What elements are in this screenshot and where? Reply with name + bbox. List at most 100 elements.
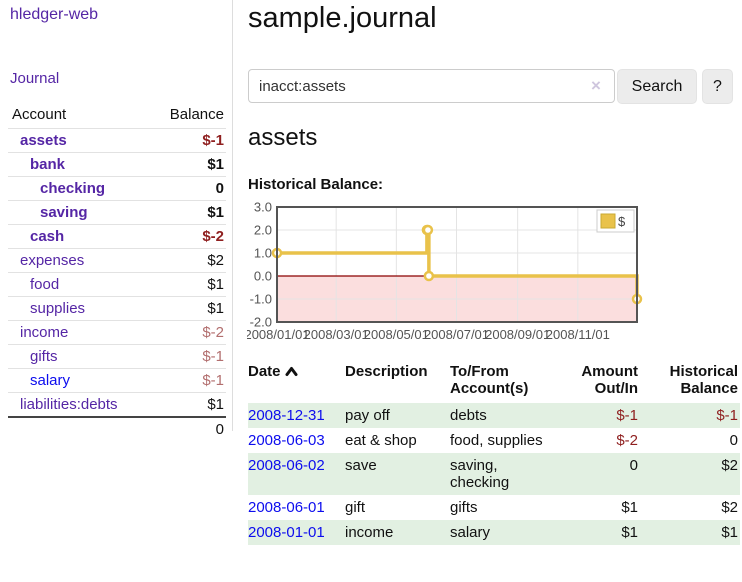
y-axis-tick-label: 0.0	[254, 269, 272, 284]
clear-search-icon[interactable]: ×	[591, 76, 601, 95]
search-form: × Search ?	[247, 69, 742, 104]
x-axis-tick-label: 2008/09/01	[485, 327, 550, 342]
app-title-link[interactable]: hledger-web	[10, 6, 99, 23]
accounts-header-account: Account	[12, 106, 67, 123]
transaction-balance: 0	[729, 432, 738, 449]
legend-swatch	[600, 213, 616, 229]
chart-title: Historical Balance:	[248, 176, 384, 193]
account-link-bank[interactable]: bank	[30, 156, 66, 173]
register-row[interactable]: 2008-06-03 eat & shop food, supplies $-2…	[248, 428, 740, 453]
register-header-row: Date Description To/From Account(s) Amou…	[248, 361, 740, 403]
account-link-cash[interactable]: cash	[30, 228, 65, 245]
account-link-expenses[interactable]: expenses	[20, 252, 85, 269]
register-row[interactable]: 2008-01-01 income salary $1 $1	[248, 520, 740, 545]
register-header-date[interactable]: Date	[248, 361, 345, 403]
transaction-balance: $2	[646, 453, 740, 495]
x-axis-tick-label: 2008/11/01	[546, 327, 610, 342]
x-axis-tick-label: 2008/03/01	[304, 327, 369, 342]
transaction-amount: $1	[566, 520, 646, 545]
account-balance-salary: $-1	[149, 368, 226, 393]
register-row[interactable]: 2008-12-31 pay off debts $-1 $-1	[248, 403, 740, 428]
account-row-checking: checking 0	[8, 176, 226, 201]
accounts-header-row: Account Balance	[8, 103, 226, 129]
data-point-marker	[422, 224, 434, 236]
account-link-income[interactable]: income	[20, 324, 69, 341]
accounts-total: 0	[149, 416, 226, 441]
account-balance-gifts: $-1	[149, 344, 226, 369]
account-link-checking[interactable]: checking	[40, 180, 106, 197]
transaction-date-link[interactable]: 2008-01-01	[248, 524, 325, 541]
register-table: Date Description To/From Account(s) Amou…	[248, 361, 740, 545]
account-link-saving[interactable]: saving	[40, 204, 88, 221]
register-header-accounts: To/From Account(s)	[450, 363, 529, 397]
account-row-saving: saving $1	[8, 200, 226, 225]
help-button[interactable]: ?	[702, 69, 733, 104]
transaction-date-link[interactable]: 2008-06-03	[248, 432, 325, 449]
transaction-amount: $-1	[566, 403, 646, 428]
account-balance-assets: $-1	[149, 128, 226, 153]
account-link-salary[interactable]: salary	[30, 372, 71, 389]
account-balance-bank: $1	[149, 152, 226, 177]
search-button[interactable]: Search	[617, 69, 697, 104]
account-balance-expenses: $2	[149, 248, 226, 273]
account-row-liabilities-debts: liabilities:debts $1	[8, 392, 226, 417]
register-header-description: Description	[345, 363, 428, 380]
transaction-accounts: debts	[450, 403, 566, 428]
register-header-balance: Historical Balance	[669, 363, 738, 397]
legend-label: $	[618, 214, 626, 229]
transaction-amount: $-2	[616, 432, 638, 449]
search-input[interactable]	[248, 69, 615, 103]
transaction-balance: $1	[646, 520, 740, 545]
plot-border	[276, 206, 638, 323]
account-balance-food: $1	[149, 272, 226, 297]
account-link-food[interactable]: food	[30, 276, 60, 293]
account-row-bank: bank $1	[8, 152, 226, 177]
transaction-date-link[interactable]: 2008-06-02	[248, 457, 325, 474]
transaction-accounts: gifts	[450, 499, 478, 516]
transaction-accounts: food, supplies	[450, 432, 543, 449]
x-axis-tick-label: 2008/07/01	[424, 327, 489, 342]
account-row-assets: assets $-1	[8, 128, 226, 153]
transaction-date-link[interactable]: 2008-06-01	[248, 499, 325, 516]
main-content: sample.journal × Search ? assets Histori…	[244, 0, 742, 582]
account-link-assets[interactable]: assets	[20, 132, 67, 149]
account-balance-checking: 0	[149, 176, 226, 201]
register-row[interactable]: 2008-06-02 save saving, checking 0 $2	[248, 453, 740, 495]
register-header-date-label: Date	[248, 363, 281, 380]
account-link-supplies[interactable]: supplies	[30, 300, 86, 317]
transaction-description: eat & shop	[345, 432, 417, 449]
account-balance-liabilities-debts: $1	[149, 392, 226, 417]
account-row-supplies: supplies $1	[8, 296, 226, 321]
account-balance-cash: $-2	[149, 224, 226, 249]
y-axis-tick-label: -2.0	[250, 315, 272, 330]
accounts-total-row: 0	[8, 416, 226, 441]
transaction-description: income	[345, 520, 450, 545]
account-balance-supplies: $1	[149, 296, 226, 321]
y-axis-tick-label: -1.0	[250, 292, 272, 307]
account-heading: assets	[248, 124, 318, 151]
register-row[interactable]: 2008-06-01 gift gifts $1 $2	[248, 495, 740, 520]
account-link-liabilities-debts[interactable]: liabilities:debts	[20, 396, 118, 413]
page-title: sample.journal	[248, 2, 437, 34]
chart-canvas: 3.0 2.0 1.0 0.0 -1.0 -2.02008/01/012008/03/01…	[244, 200, 643, 342]
y-axis-tick-label: 1.0	[254, 246, 272, 261]
transaction-date-link[interactable]: 2008-12-31	[248, 407, 325, 424]
account-balance-income: $-2	[149, 320, 226, 345]
account-row-income: income $-2	[8, 320, 226, 345]
y-axis-tick-label: 2.0	[254, 223, 272, 238]
sort-ascending-icon	[285, 364, 298, 381]
x-axis-tick-label: 2008/05/01	[364, 327, 429, 342]
transaction-description: pay off	[345, 403, 450, 428]
account-link-gifts[interactable]: gifts	[30, 348, 58, 365]
account-row-cash: cash $-2	[8, 224, 226, 249]
transaction-amount: $1	[621, 499, 638, 516]
account-balance-saving: $1	[149, 200, 226, 225]
data-point-marker	[423, 270, 435, 282]
sidebar-item-journal[interactable]: Journal	[10, 70, 60, 87]
transaction-description: gift	[345, 499, 366, 516]
account-row-expenses: expenses $2	[8, 248, 226, 273]
transaction-balance: $-1	[646, 403, 740, 428]
accounts-table: Account Balance assets $-1 bank $1 check…	[8, 103, 226, 441]
transaction-amount: 0	[566, 453, 646, 495]
transaction-balance: $2	[721, 499, 738, 516]
